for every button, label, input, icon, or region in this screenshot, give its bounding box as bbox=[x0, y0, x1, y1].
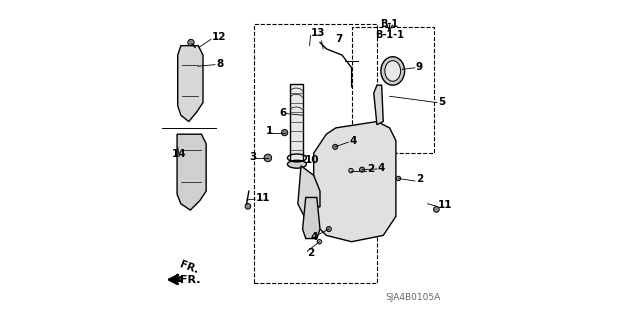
Circle shape bbox=[349, 168, 353, 173]
Polygon shape bbox=[314, 122, 396, 242]
Text: 8: 8 bbox=[216, 59, 223, 69]
Text: 10: 10 bbox=[305, 155, 319, 166]
Polygon shape bbox=[290, 84, 303, 166]
Circle shape bbox=[282, 130, 288, 136]
Text: 4: 4 bbox=[349, 136, 356, 145]
Bar bbox=[351, 27, 434, 153]
Text: 4: 4 bbox=[378, 163, 385, 173]
Text: SJA4B0105A: SJA4B0105A bbox=[385, 293, 440, 302]
Text: 7: 7 bbox=[335, 34, 342, 44]
Text: 4: 4 bbox=[310, 232, 318, 242]
Ellipse shape bbox=[385, 61, 401, 81]
Polygon shape bbox=[178, 46, 203, 122]
Text: 11: 11 bbox=[256, 193, 271, 203]
Circle shape bbox=[245, 204, 251, 209]
Text: 6: 6 bbox=[280, 108, 287, 118]
Text: 2: 2 bbox=[367, 164, 374, 174]
Ellipse shape bbox=[287, 160, 307, 168]
Circle shape bbox=[264, 154, 271, 162]
Polygon shape bbox=[177, 134, 206, 210]
Bar bbox=[253, 24, 377, 283]
Text: 11: 11 bbox=[438, 200, 452, 210]
Text: 12: 12 bbox=[212, 32, 227, 42]
Text: B-1
B-1-1: B-1 B-1-1 bbox=[375, 19, 404, 41]
Text: 1: 1 bbox=[266, 126, 273, 136]
Text: 13: 13 bbox=[311, 28, 326, 38]
Text: FR.: FR. bbox=[179, 260, 200, 276]
Polygon shape bbox=[298, 166, 320, 216]
Circle shape bbox=[326, 226, 332, 232]
Text: 2: 2 bbox=[417, 174, 424, 184]
Circle shape bbox=[333, 144, 338, 149]
Circle shape bbox=[433, 207, 439, 212]
Text: 9: 9 bbox=[416, 62, 423, 72]
Circle shape bbox=[317, 240, 321, 244]
Circle shape bbox=[188, 39, 194, 46]
Circle shape bbox=[396, 176, 401, 181]
Polygon shape bbox=[303, 197, 320, 239]
Text: 14: 14 bbox=[172, 149, 186, 159]
Polygon shape bbox=[374, 85, 383, 125]
Text: 5: 5 bbox=[438, 97, 446, 107]
Text: 2: 2 bbox=[307, 248, 315, 258]
Circle shape bbox=[360, 167, 365, 172]
Text: 3: 3 bbox=[249, 152, 256, 162]
Text: FR.: FR. bbox=[180, 275, 201, 285]
Ellipse shape bbox=[381, 57, 404, 85]
